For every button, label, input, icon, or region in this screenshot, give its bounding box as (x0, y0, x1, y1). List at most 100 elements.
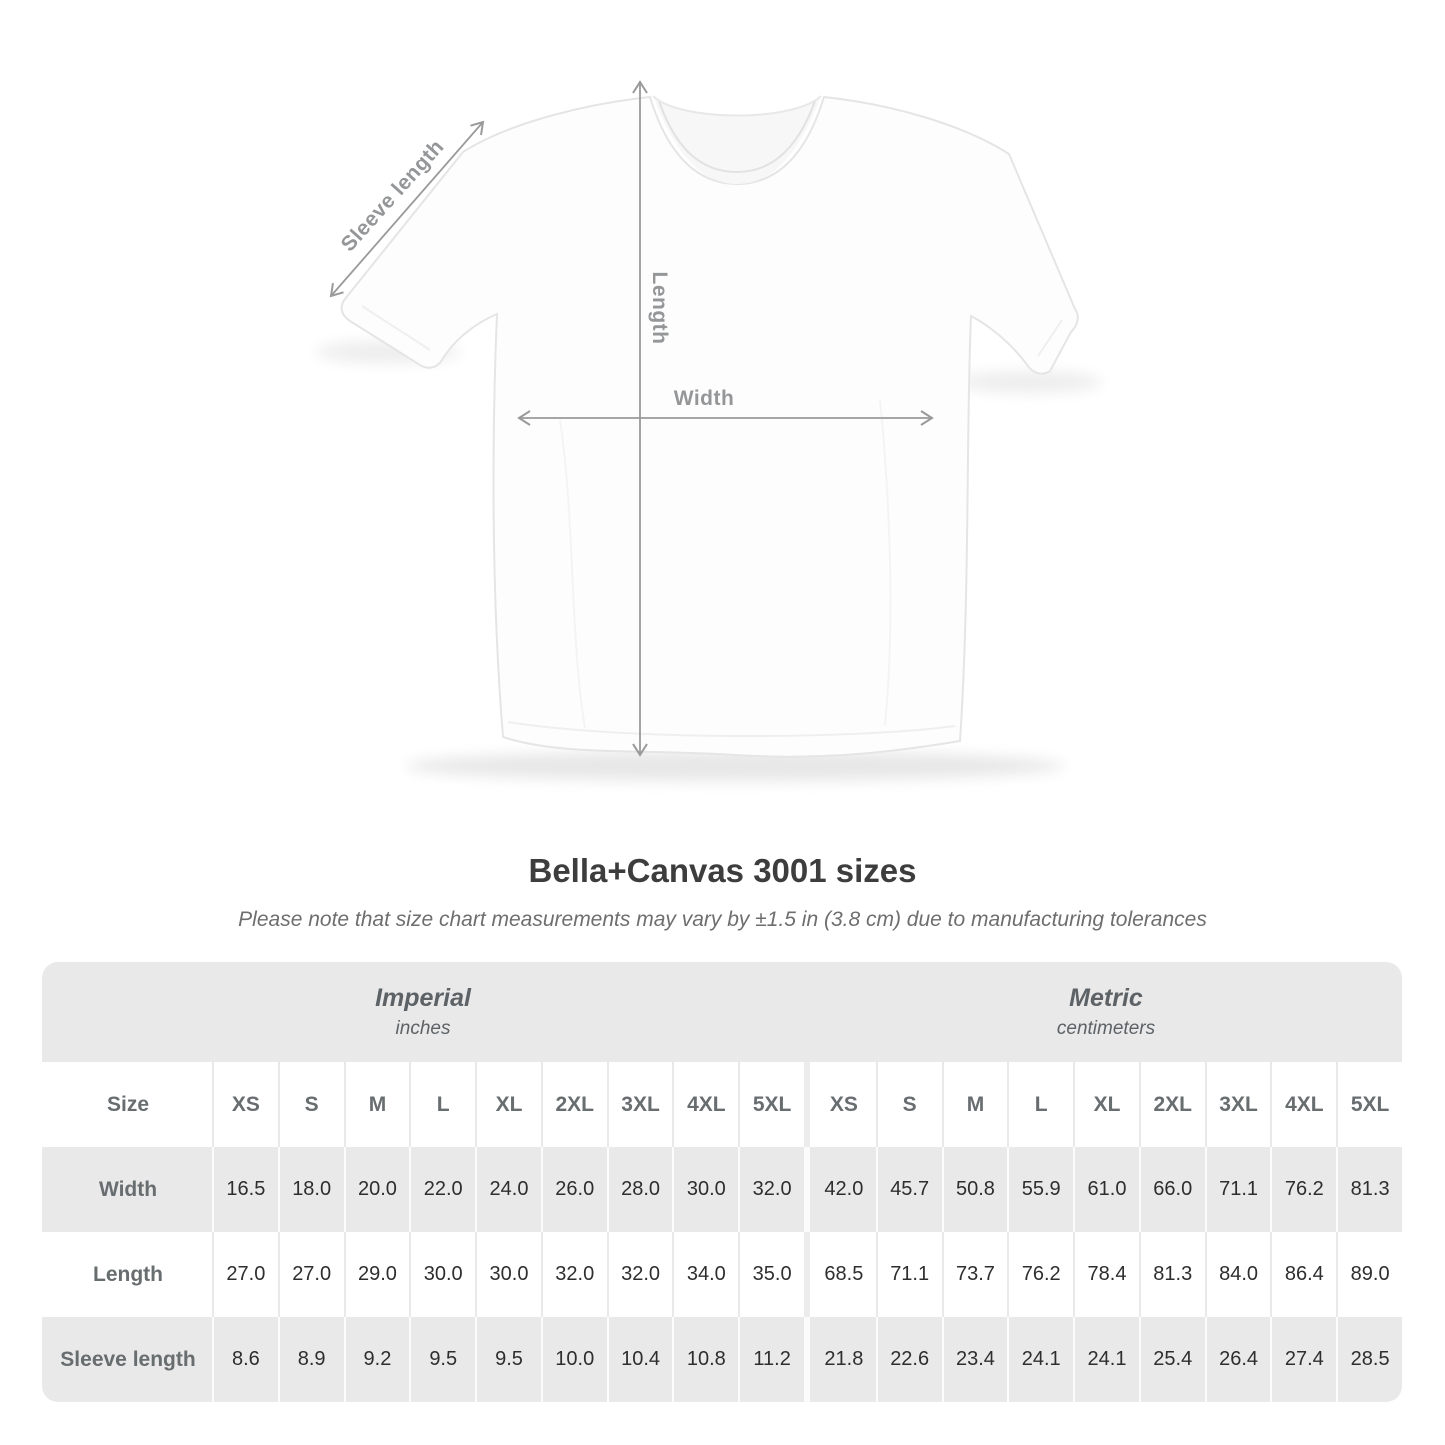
value-cell-imperial: 16.5 (212, 1147, 278, 1232)
size-col-header: 5XL (1336, 1062, 1402, 1147)
value-cell-metric: 76.2 (1007, 1232, 1073, 1317)
imperial-group-header: Imperial inches (42, 962, 804, 1062)
value-cell-imperial: 9.5 (475, 1317, 541, 1402)
value-cell-metric: 76.2 (1270, 1147, 1336, 1232)
value-cell-imperial: 11.2 (738, 1317, 804, 1402)
size-col-header: 2XL (1138, 1062, 1205, 1147)
fabric-crease (879, 399, 892, 727)
measurement-arrows (329, 80, 934, 757)
value-cell-metric: 84.0 (1204, 1232, 1271, 1317)
size-col-header: XL (1073, 1062, 1139, 1147)
width-label: Width (673, 387, 735, 410)
size-col-header: XS (829, 1092, 858, 1116)
value-cell-imperial: 30.0 (475, 1232, 541, 1317)
value-cell-imperial: 9.2 (343, 1317, 410, 1402)
size-col-header: XS (212, 1062, 278, 1147)
value-cell-metric: 23.4 (941, 1317, 1008, 1402)
value-cell-imperial: 29.0 (343, 1232, 410, 1317)
table-row-length: Length 27.0 27.0 29.0 30.0 30.0 32.0 32.0 34.0 35… (42, 1232, 1402, 1317)
value-cell-metric: 28.5 (1336, 1317, 1402, 1402)
size-col-header: L (1007, 1062, 1073, 1147)
size-col-header: S (875, 1062, 942, 1147)
value-cell-imperial: 24.0 (475, 1147, 541, 1232)
tshirt-illustration (316, 80, 1102, 781)
neck-opening (653, 96, 821, 184)
value-cell-metric: 71.1 (875, 1232, 942, 1317)
value-cell-metric: 66.0 (1138, 1147, 1205, 1232)
value-cell-imperial: 28.0 (606, 1147, 673, 1232)
row-label: Width (98, 1177, 158, 1201)
value-cell-metric: 86.4 (1270, 1232, 1336, 1317)
size-col-header: XL (475, 1062, 541, 1147)
value-cell-metric: 24.1 (1073, 1317, 1139, 1402)
value-cell-metric: 73.7 (941, 1232, 1008, 1317)
size-col-header: 4XL (672, 1062, 738, 1147)
tshirt-body (340, 95, 1079, 758)
value-cell-imperial: 34.0 (672, 1232, 738, 1317)
value-cell-imperial: 20.0 (343, 1147, 410, 1232)
value-cell-metric: 68.5 (824, 1263, 864, 1285)
value-cell-imperial: 10.8 (672, 1317, 738, 1402)
half-divider (804, 1147, 810, 1232)
value-cell-imperial: 8.6 (212, 1317, 278, 1402)
back-neck-seam (652, 95, 822, 117)
value-cell-metric: 81.3 (1336, 1147, 1402, 1232)
left-sleeve-stitch (361, 305, 431, 351)
value-cell-imperial: 18.0 (277, 1147, 344, 1232)
half-divider (804, 1232, 810, 1317)
value-cell-metric: 21.8 (824, 1348, 864, 1370)
value-cell-metric: 61.0 (1073, 1147, 1139, 1232)
table-row-width: Width 16.5 18.0 20.0 22.0 24.0 26.0 28.0 30.0 32.… (42, 1147, 1402, 1232)
right-sleeve-stitch (1037, 319, 1063, 357)
row-label: Length (93, 1262, 163, 1286)
value-cell-imperial: 22.0 (409, 1147, 475, 1232)
size-col-header: L (409, 1062, 475, 1147)
half-divider (804, 1317, 810, 1402)
value-cell-metric: 26.4 (1204, 1317, 1271, 1402)
value-cell-imperial: 32.0 (606, 1232, 673, 1317)
value-cell-metric: 25.4 (1138, 1317, 1205, 1402)
hem-stitch (507, 721, 956, 738)
value-cell-metric: 45.7 (875, 1147, 942, 1232)
value-cell-imperial: 35.0 (738, 1232, 804, 1317)
size-col-header: M (343, 1062, 410, 1147)
value-cell-metric: 42.0 (824, 1178, 864, 1200)
value-cell-imperial: 9.5 (409, 1317, 475, 1402)
value-cell-metric: 50.8 (941, 1147, 1008, 1232)
value-cell-imperial: 26.0 (540, 1147, 607, 1232)
value-cell-metric: 55.9 (1007, 1147, 1073, 1232)
collar-seam (658, 100, 816, 174)
tolerance-note: Please note that size chart measurements… (238, 908, 1207, 931)
value-cell-metric: 24.1 (1007, 1317, 1073, 1402)
size-col-header: 5XL (738, 1062, 804, 1147)
metric-group-header: Metric centimeters (810, 962, 1402, 1062)
table-row-sleeve-length: Sleeve length 8.6 8.9 9.2 9.5 9.5 10.0 10.4 10.8… (42, 1317, 1402, 1402)
size-col-header: 2XL (540, 1062, 607, 1147)
size-col-header: 3XL (1204, 1062, 1271, 1147)
unit-header-band: Imperial inches Metric centimeters (42, 962, 1402, 1062)
metric-unit-label: centimeters (1056, 1018, 1156, 1039)
imperial-unit-label: inches (395, 1018, 451, 1039)
imperial-label: Imperial (375, 984, 471, 1012)
length-label: Length (648, 271, 671, 345)
value-cell-metric: 81.3 (1138, 1232, 1205, 1317)
size-col-header: M (941, 1062, 1008, 1147)
value-cell-imperial: 27.0 (212, 1232, 278, 1317)
row-label: Sleeve length (60, 1347, 196, 1371)
sleeve-length-arrow (329, 120, 485, 298)
fabric-crease (559, 419, 586, 729)
value-cell-imperial: 30.0 (409, 1232, 475, 1317)
size-col-header: S (277, 1062, 344, 1147)
value-cell-metric: 27.4 (1270, 1317, 1336, 1402)
metric-label: Metric (1069, 984, 1143, 1012)
value-cell-metric: 89.0 (1336, 1232, 1402, 1317)
value-cell-imperial: 8.9 (277, 1317, 344, 1402)
size-header-row: Size XS S M L XL 2XL 3XL 4XL 5XL XS S M L XL 2XL 3XL 4XL 5… (42, 1062, 1402, 1147)
page-title: Bella+Canvas 3001 sizes (528, 852, 917, 889)
value-cell-imperial: 10.4 (606, 1317, 673, 1402)
half-divider (804, 1062, 810, 1147)
size-col-header: 4XL (1270, 1062, 1336, 1147)
size-col-header: 3XL (606, 1062, 673, 1147)
value-cell-imperial: 32.0 (738, 1147, 804, 1232)
